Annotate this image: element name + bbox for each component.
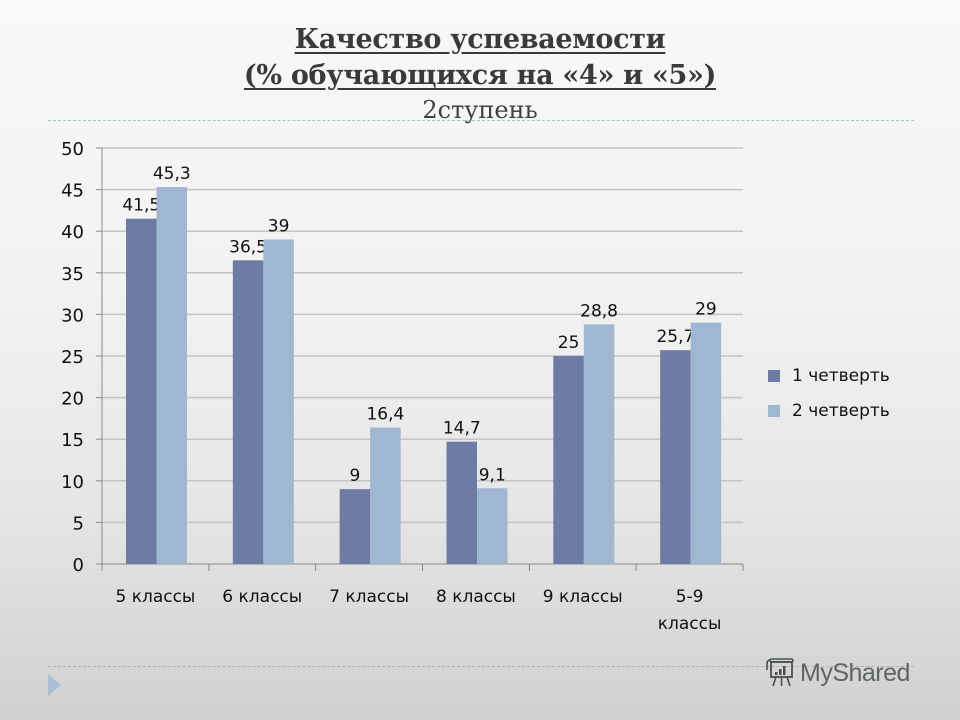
- y-tick-label: 50: [61, 139, 84, 160]
- x-tick-label: 9 классы: [543, 587, 623, 607]
- bar-1: [446, 441, 477, 564]
- data-label: 41,5: [122, 196, 160, 216]
- data-label: 25,7: [656, 327, 694, 347]
- data-label: 28,8: [580, 301, 618, 321]
- legend-item-series-1: 1 четверть: [768, 358, 890, 393]
- slide-title-line-1: Качество успеваемости: [294, 24, 666, 55]
- y-tick-label: 15: [61, 430, 84, 451]
- y-tick-label: 35: [61, 264, 84, 285]
- bar-1: [339, 489, 371, 564]
- x-tick-label: 5 классы: [115, 587, 195, 607]
- legend-label: 2 четверть: [792, 400, 890, 421]
- bar-1: [232, 260, 264, 564]
- data-label: 9: [350, 466, 361, 486]
- slide-title-block: Качество успеваемости (% обучающихся на …: [0, 22, 960, 126]
- y-tick-label: 10: [61, 472, 84, 493]
- bar-2: [370, 427, 401, 564]
- chart-legend: 1 четверть 2 четверть: [768, 358, 890, 428]
- bar-2: [263, 239, 294, 564]
- x-tick-label: 5-9: [676, 587, 704, 607]
- watermark: MyShared: [766, 656, 910, 690]
- data-label: 25: [558, 333, 580, 353]
- bar-2: [156, 187, 187, 564]
- legend-swatch-icon: [768, 404, 780, 417]
- bar-1: [553, 356, 584, 564]
- y-tick-label: 40: [61, 222, 84, 243]
- watermark-text: MyShared: [800, 658, 910, 687]
- data-label: 14,7: [443, 419, 481, 439]
- y-tick-label: 0: [73, 555, 84, 576]
- x-tick-label: классы: [658, 614, 722, 634]
- y-tick-label: 5: [73, 513, 84, 534]
- bar-1: [660, 350, 691, 564]
- y-tick-label: 45: [61, 181, 84, 202]
- legend-swatch-icon: [768, 369, 780, 382]
- data-label: 39: [268, 217, 290, 237]
- bar-2: [583, 324, 615, 564]
- bar-2: [477, 488, 508, 564]
- top-divider: [48, 120, 914, 121]
- bar-1: [126, 218, 157, 564]
- y-tick-label: 30: [61, 305, 84, 326]
- x-tick-label: 8 классы: [436, 587, 516, 607]
- x-tick-label: 7 классы: [329, 587, 409, 607]
- data-label: 16,4: [366, 405, 404, 425]
- slide-subtitle: 2ступень: [422, 96, 538, 124]
- bar-2: [690, 322, 722, 564]
- legend-label: 1 четверть: [792, 365, 890, 386]
- legend-item-series-2: 2 четверть: [768, 393, 890, 428]
- presentation-board-icon: [766, 658, 794, 687]
- data-label: 36,5: [229, 237, 267, 257]
- y-tick-label: 25: [61, 347, 84, 368]
- slide-triangle-icon: [48, 674, 61, 696]
- x-tick-label: 6 классы: [222, 587, 302, 607]
- bottom-divider: [48, 666, 914, 667]
- data-label: 45,3: [153, 164, 191, 184]
- y-tick-label: 20: [61, 389, 84, 410]
- data-label: 29: [695, 300, 717, 320]
- data-label: 9,1: [479, 465, 506, 485]
- slide-title-line-2: (% обучающихся на «4» и «5»): [243, 60, 717, 91]
